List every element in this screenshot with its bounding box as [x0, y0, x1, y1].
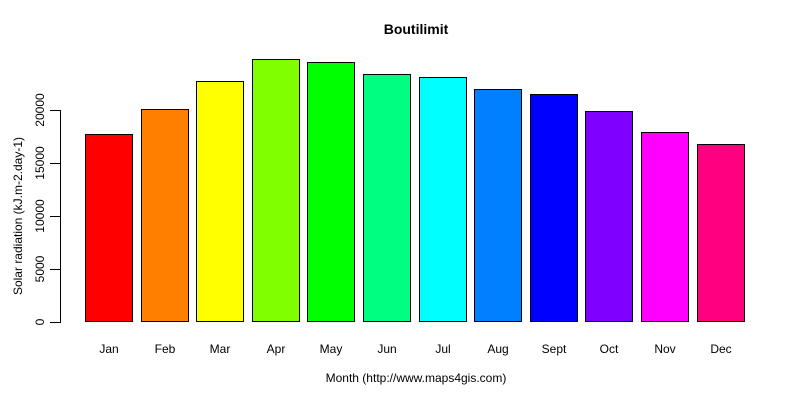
y-tick-mark: [50, 322, 61, 323]
bar-jan: [85, 134, 133, 322]
y-tick-label: 10000: [33, 199, 47, 233]
bar-nov: [641, 132, 689, 322]
x-category-label-dec: Dec: [710, 342, 732, 356]
y-tick-label: 0: [33, 318, 47, 326]
x-category-label-mar: Mar: [209, 342, 231, 356]
x-axis-label: Month (http://www.maps4gis.com): [325, 371, 507, 385]
y-axis-label: Solar radiation (kJ.m-2.day-1): [11, 136, 25, 296]
chart-title: Boutilimit: [383, 21, 449, 37]
bar-aug: [474, 89, 522, 322]
x-category-label-may: May: [319, 342, 343, 356]
bar-dec: [697, 144, 745, 322]
bar-apr: [252, 59, 300, 322]
y-tick-mark: [50, 163, 61, 164]
x-category-label-jul: Jul: [435, 342, 451, 356]
y-tick-label: 15000: [33, 146, 47, 180]
x-category-label-nov: Nov: [654, 342, 676, 356]
x-category-label-apr: Apr: [266, 342, 286, 356]
y-tick-label: 20000: [33, 93, 47, 127]
bar-feb: [141, 109, 189, 322]
bar-oct: [585, 111, 633, 322]
x-category-label-jan: Jan: [99, 342, 119, 356]
y-tick-mark: [50, 269, 61, 270]
x-category-label-jun: Jun: [377, 342, 397, 356]
bar-mar: [196, 81, 244, 322]
y-tick-label: 5000: [33, 255, 47, 283]
x-category-label-sept: Sept: [541, 342, 567, 356]
bar-jun: [363, 74, 411, 322]
y-tick-mark: [50, 110, 61, 111]
x-category-label-feb: Feb: [154, 342, 176, 356]
bar-may: [307, 62, 355, 322]
y-tick-mark: [50, 216, 61, 217]
x-category-label-oct: Oct: [599, 342, 619, 356]
bar-sept: [530, 94, 578, 322]
bar-jul: [419, 77, 467, 322]
x-category-label-aug: Aug: [487, 342, 509, 356]
